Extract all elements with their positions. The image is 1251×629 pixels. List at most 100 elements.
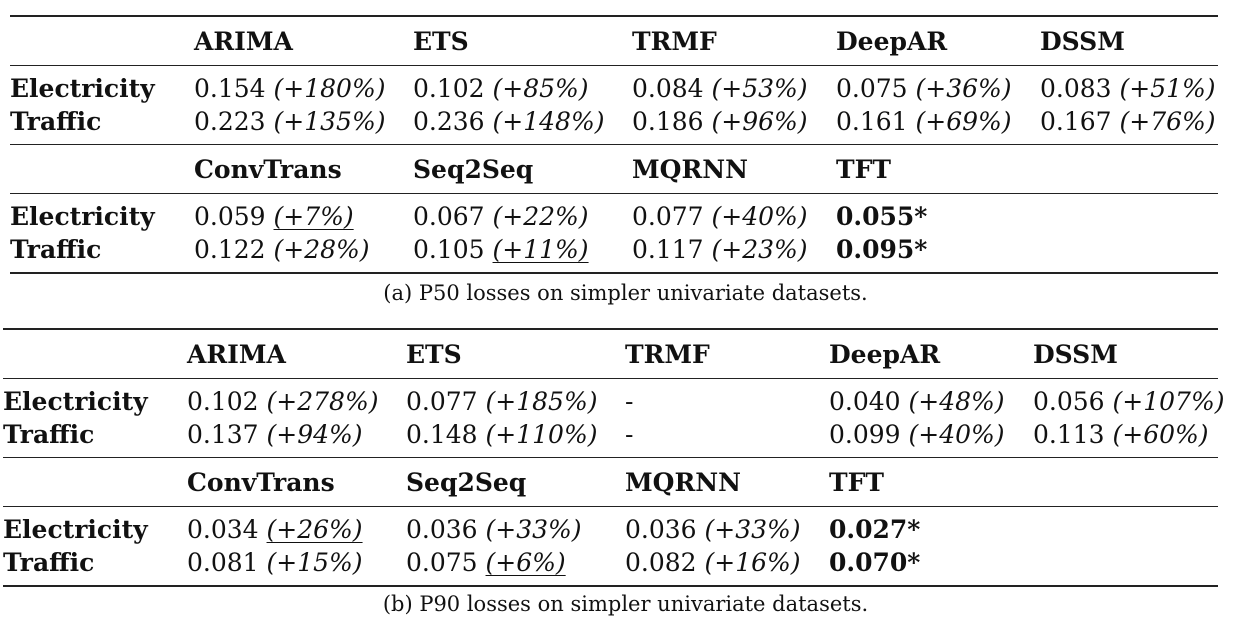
value: 0.236 <box>413 107 485 136</box>
table-cell: 0.102 (+85%) <box>413 65 632 105</box>
table-cell: 0.059 (+7%) <box>194 193 413 233</box>
row-label: Traffic <box>3 420 95 449</box>
table-cell: 0.081 (+15%) <box>187 546 406 587</box>
value: 0.102 <box>187 387 259 416</box>
percent: (+6%) <box>485 548 566 577</box>
empty-corner-cell <box>3 457 187 507</box>
percent: (+33%) <box>704 515 801 544</box>
table-cell: 0.036 (+33%) <box>406 506 625 546</box>
value: 0.161 <box>836 107 908 136</box>
value: 0.075 <box>836 74 908 103</box>
best-value-cell: 0.055* <box>836 193 1040 233</box>
row-label: Traffic <box>10 107 102 136</box>
column-header: Seq2Seq <box>406 457 625 507</box>
empty-corner-cell <box>3 328 187 379</box>
p90-results-table: ARIMA ETS TRMF DeepAR DSSM Electricity 0… <box>3 328 1224 587</box>
table-cell: 0.036 (+33%) <box>625 506 829 546</box>
percent: (+40%) <box>908 420 1005 449</box>
table-cell: 0.161 (+69%) <box>836 105 1040 145</box>
value: 0.036 <box>625 515 697 544</box>
percent: (+28%) <box>273 235 370 264</box>
value: 0.137 <box>187 420 259 449</box>
column-header: DSSM <box>1033 328 1218 379</box>
column-header: TFT <box>836 144 1040 194</box>
value: 0.059 <box>194 202 266 231</box>
empty-cell <box>1040 144 1218 194</box>
p50-results-table: ARIMA ETS TRMF DeepAR DSSM Electricity 0… <box>10 15 1218 274</box>
value: 0.102 <box>413 74 485 103</box>
table-row: Electricity 0.059 (+7%) 0.067 (+22%) 0.0… <box>10 193 1218 233</box>
value: 0.186 <box>632 107 704 136</box>
percent: (+26%) <box>266 515 363 544</box>
column-header: MQRNN <box>632 144 836 194</box>
percent: (+48%) <box>908 387 1005 416</box>
column-header: DeepAR <box>836 15 1040 66</box>
table-cell: 0.105 (+11%) <box>413 233 632 274</box>
value: 0.084 <box>632 74 704 103</box>
table-cell: 0.122 (+28%) <box>194 233 413 274</box>
percent: (+76%) <box>1119 107 1216 136</box>
value: 0.082 <box>625 548 697 577</box>
value: 0.034 <box>187 515 259 544</box>
table-cell: 0.113 (+60%) <box>1033 418 1218 458</box>
column-header: TFT <box>829 457 1033 507</box>
percent: (+94%) <box>266 420 363 449</box>
percent: (+15%) <box>266 548 363 577</box>
value: 0.067 <box>413 202 485 231</box>
value: 0.081 <box>187 548 259 577</box>
table-cell: 0.186 (+96%) <box>632 105 836 145</box>
table-cell: 0.077 (+40%) <box>632 193 836 233</box>
row-label: Traffic <box>3 546 187 587</box>
empty-cell <box>1040 233 1218 274</box>
value: 0.148 <box>406 420 478 449</box>
column-header: ARIMA <box>194 15 413 66</box>
row-label: Electricity <box>10 65 194 105</box>
table-row: Electricity 0.034 (+26%) 0.036 (+33%) 0.… <box>3 506 1218 546</box>
table-row: Traffic 0.223 (+135%) 0.236 (+148%) 0.18… <box>10 105 1218 145</box>
percent: (+85%) <box>492 74 589 103</box>
percent: (+135%) <box>273 107 386 136</box>
table-cell: 0.102 (+278%) <box>187 378 406 418</box>
empty-cell <box>1033 546 1218 587</box>
percent: (+23%) <box>711 235 808 264</box>
value: 0.077 <box>632 202 704 231</box>
table-cell: 0.084 (+53%) <box>632 65 836 105</box>
table-cell: 0.154 (+180%) <box>194 65 413 105</box>
header-row: ARIMA ETS TRMF DeepAR DSSM <box>10 15 1218 66</box>
column-header: Seq2Seq <box>413 144 632 194</box>
value: 0.040 <box>829 387 901 416</box>
value: 0.036 <box>406 515 478 544</box>
column-header: ConvTrans <box>187 457 406 507</box>
table-cell: 0.067 (+22%) <box>413 193 632 233</box>
empty-corner-cell <box>10 15 194 66</box>
percent: (+110%) <box>485 420 598 449</box>
table-cell: 0.075 (+36%) <box>836 65 1040 105</box>
percent: (+107%) <box>1112 387 1225 416</box>
table-row: Electricity 0.102 (+278%) 0.077 (+185%) … <box>3 378 1224 418</box>
percent: (+16%) <box>704 548 801 577</box>
value: 0.056 <box>1033 387 1105 416</box>
percent: (+96%) <box>711 107 808 136</box>
table-cell: - <box>625 378 829 418</box>
percent: (+53%) <box>711 74 808 103</box>
table-cell: 0.099 (+40%) <box>829 418 1033 458</box>
table-cell: 0.077 (+185%) <box>406 378 625 418</box>
column-header: TRMF <box>625 328 829 379</box>
value: 0.167 <box>1040 107 1112 136</box>
empty-corner-cell <box>10 144 194 194</box>
table-row: Electricity 0.154 (+180%) 0.102 (+85%) 0… <box>10 65 1218 105</box>
table-cell: 0.117 (+23%) <box>632 233 836 274</box>
percent: (+278%) <box>266 387 379 416</box>
value: 0.223 <box>194 107 266 136</box>
column-header: ETS <box>413 15 632 66</box>
table-row: Traffic 0.122 (+28%) 0.105 (+11%) 0.117 … <box>10 233 1218 274</box>
table-row: Traffic 0.081 (+15%) 0.075 (+6%) 0.082 (… <box>3 546 1218 587</box>
row-label: Traffic <box>10 233 194 274</box>
value: 0.077 <box>406 387 478 416</box>
percent: (+11%) <box>492 235 589 264</box>
table-cell: 0.223 (+135%) <box>194 105 413 145</box>
percent: (+36%) <box>915 74 1012 103</box>
table-cell: 0.083 (+51%) <box>1040 65 1218 105</box>
value: 0.113 <box>1033 420 1105 449</box>
best-value-cell: 0.027* <box>829 506 1033 546</box>
